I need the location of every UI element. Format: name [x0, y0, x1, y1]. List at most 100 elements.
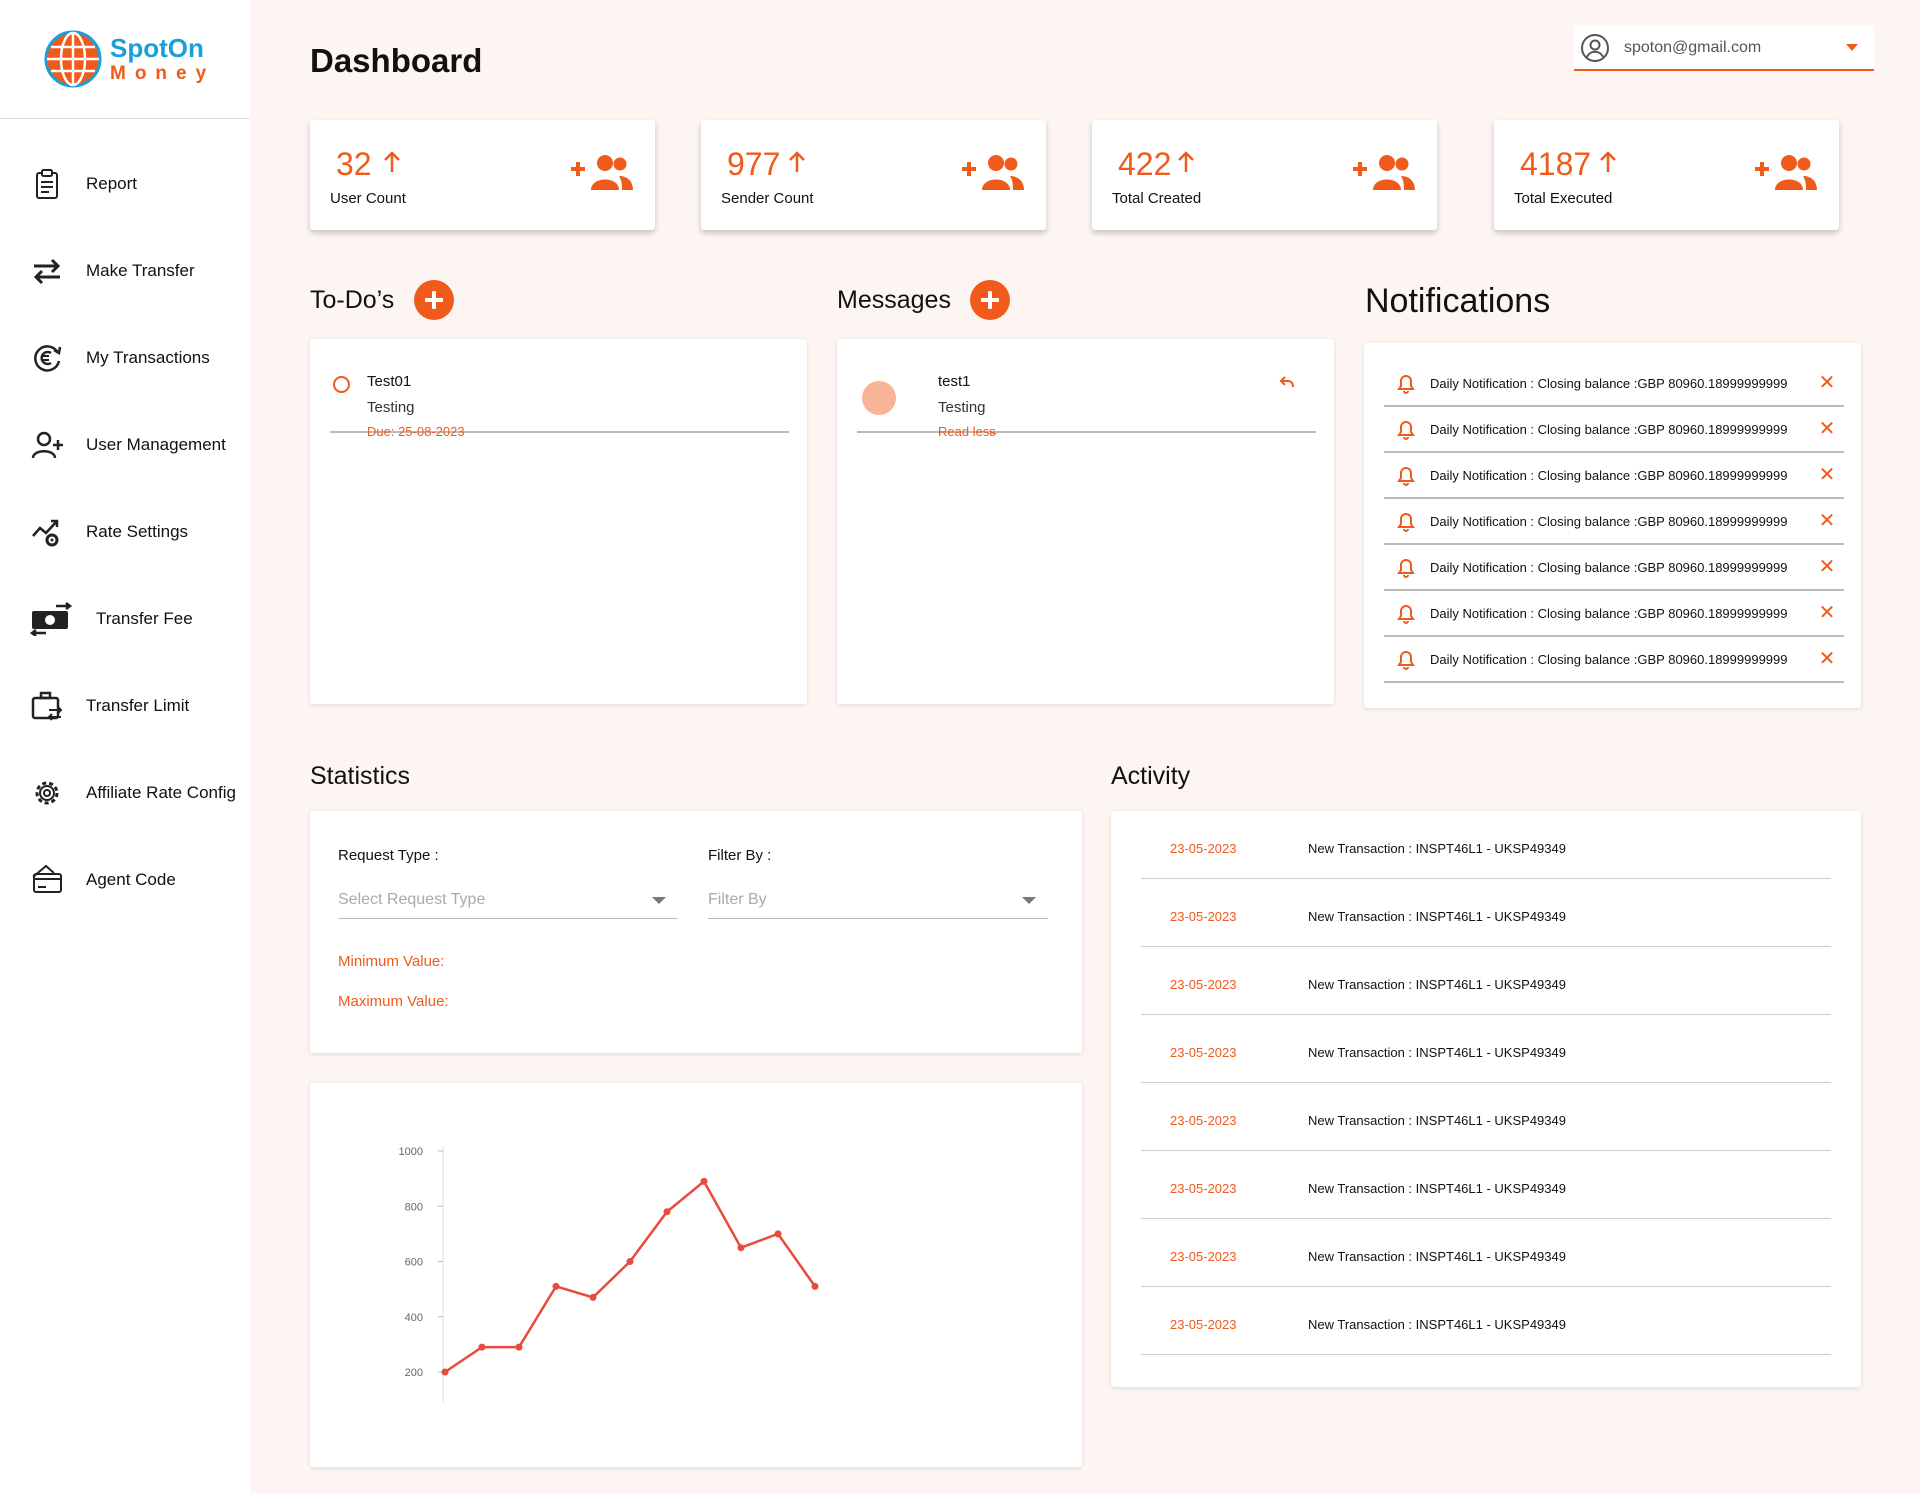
- y-tick-label: 1000: [399, 1146, 423, 1158]
- request-type-placeholder: Select Request Type: [338, 891, 486, 908]
- activity-text: New Transaction : INSPT46L1 - UKSP49349: [1308, 1181, 1566, 1196]
- sidebar-item-label: My Transactions: [86, 347, 210, 367]
- notification-text: Daily Notification : Closing balance :GB…: [1430, 513, 1788, 529]
- bell-icon: [1397, 375, 1415, 394]
- activity-panel: 23-05-2023 New Transaction : INSPT46L1 -…: [1111, 811, 1861, 1387]
- message-item[interactable]: test1 Testing Read less ←: [857, 369, 1316, 439]
- add-message-button[interactable]: [970, 280, 1010, 320]
- stat-label: User Count: [330, 190, 406, 207]
- activity-text: New Transaction : INSPT46L1 - UKSP49349: [1308, 977, 1566, 992]
- todo-checkbox[interactable]: [333, 376, 350, 393]
- notification-item: Daily Notification : Closing balance :GB…: [1384, 453, 1844, 499]
- activity-row: 23-05-2023 New Transaction : INSPT46L1 -…: [1141, 1083, 1831, 1151]
- add-users-icon: [571, 155, 633, 190]
- activity-text: New Transaction : INSPT46L1 - UKSP49349: [1308, 909, 1566, 924]
- request-type-select[interactable]: Select Request Type: [338, 877, 678, 919]
- read-less-link[interactable]: Read less: [938, 424, 996, 439]
- user-add-icon: [31, 431, 63, 458]
- notification-item: Daily Notification : Closing balance :GB…: [1384, 545, 1844, 591]
- sidebar-item-label: Report: [86, 173, 138, 193]
- sidebar-item-label: Transfer Limit: [86, 695, 190, 715]
- y-tick-label: 200: [405, 1367, 423, 1379]
- sidebar-item-affiliate-rate-config[interactable]: Affiliate Rate Config: [0, 749, 250, 836]
- close-icon[interactable]: ✕: [1818, 556, 1836, 578]
- sidebar-item-rate-settings[interactable]: Rate Settings: [0, 488, 250, 575]
- activity-date: 23-05-2023: [1170, 1249, 1237, 1264]
- activity-date: 23-05-2023: [1170, 1045, 1237, 1060]
- logo[interactable]: SpotOn Money: [0, 0, 250, 119]
- sidebar-item-my-transactions[interactable]: My Transactions: [0, 314, 250, 401]
- stat-card-user-count: 32 User Count: [310, 120, 655, 230]
- stat-value: 4187: [1520, 146, 1592, 182]
- close-icon[interactable]: ✕: [1818, 464, 1836, 486]
- notifications-title: Notifications: [1365, 282, 1551, 320]
- sidebar-item-label: Transfer Fee: [96, 608, 193, 628]
- stat-value: 32: [336, 146, 372, 182]
- sidebar-nav: Report Make Transfer My Transactions Use…: [0, 140, 250, 923]
- activity-date: 23-05-2023: [1170, 909, 1237, 924]
- arrow-up-icon: [789, 151, 805, 172]
- sidebar-item-agent-code[interactable]: Agent Code: [0, 836, 250, 923]
- transfer-arrows-icon: [33, 258, 61, 284]
- sidebar-item-user-management[interactable]: User Management: [0, 401, 250, 488]
- notification-text: Daily Notification : Closing balance :GB…: [1430, 651, 1788, 667]
- activity-title: Activity: [1111, 762, 1191, 790]
- money-exchange-icon: [30, 601, 73, 636]
- sidebar-item-make-transfer[interactable]: Make Transfer: [0, 227, 250, 314]
- sidebar-item-report[interactable]: Report: [0, 140, 250, 227]
- stat-label: Total Created: [1112, 190, 1202, 207]
- arrow-up-icon: [1600, 151, 1616, 172]
- notification-text: Daily Notification : Closing balance :GB…: [1430, 559, 1788, 575]
- arrow-up-icon: [384, 151, 400, 172]
- filter-by-label: Filter By :: [708, 847, 772, 864]
- data-point: [552, 1282, 560, 1290]
- stat-card-total-created: 422 Total Created: [1092, 120, 1437, 230]
- statistics-chart-panel: 200 400 600 800 1000: [310, 1083, 1082, 1467]
- stat-card-sender-count: 977 Sender Count: [701, 120, 1046, 230]
- close-icon[interactable]: ✕: [1818, 418, 1836, 440]
- filter-by-select[interactable]: Filter By: [708, 877, 1048, 919]
- activity-row: 23-05-2023 New Transaction : INSPT46L1 -…: [1141, 1151, 1831, 1219]
- close-icon[interactable]: ✕: [1818, 602, 1836, 624]
- activity-date: 23-05-2023: [1170, 841, 1237, 856]
- filter-by-placeholder: Filter By: [708, 891, 767, 908]
- activity-text: New Transaction : INSPT46L1 - UKSP49349: [1308, 1249, 1566, 1264]
- close-icon[interactable]: ✕: [1818, 648, 1836, 670]
- bell-icon: [1397, 605, 1415, 624]
- notification-item: Daily Notification : Closing balance :GB…: [1384, 361, 1844, 407]
- chevron-down-icon[interactable]: [1846, 44, 1858, 51]
- user-menu[interactable]: spoton@gmail.com: [1574, 26, 1874, 71]
- notifications-panel: Daily Notification : Closing balance :GB…: [1364, 343, 1861, 708]
- todo-item: Test01 Testing Due: 25-08-2023: [330, 369, 789, 439]
- activity-text: New Transaction : INSPT46L1 - UKSP49349: [1308, 1317, 1566, 1332]
- close-icon[interactable]: ✕: [1818, 510, 1836, 532]
- statistics-filter-panel: Request Type : Select Request Type Filte…: [310, 811, 1082, 1053]
- stat-card-total-executed: 4187 Total Executed: [1494, 120, 1839, 230]
- notification-item: Daily Notification : Closing balance :GB…: [1384, 591, 1844, 637]
- globe-logo-icon: [44, 30, 102, 88]
- sidebar-item-transfer-limit[interactable]: Transfer Limit: [0, 662, 250, 749]
- activity-date: 23-05-2023: [1170, 1317, 1237, 1332]
- chart-gear-icon: [32, 519, 59, 546]
- message-title: test1: [938, 373, 971, 390]
- data-point: [737, 1244, 745, 1252]
- sidebar: SpotOn Money Report Make Transfer My Tra…: [0, 0, 250, 1493]
- close-icon[interactable]: ✕: [1818, 372, 1836, 394]
- data-point: [441, 1368, 449, 1376]
- bell-icon: [1397, 467, 1415, 486]
- activity-text: New Transaction : INSPT46L1 - UKSP49349: [1308, 1113, 1566, 1128]
- reply-icon[interactable]: [1278, 373, 1296, 391]
- todo-due-date: Due: 25-08-2023: [367, 424, 465, 439]
- add-todo-button[interactable]: [414, 280, 454, 320]
- bell-icon: [1397, 421, 1415, 440]
- logo-name-bottom: Money: [110, 63, 216, 84]
- todo-subtitle: Testing: [367, 399, 415, 416]
- stat-value: 422: [1118, 146, 1172, 182]
- clipboard-icon: [36, 168, 58, 199]
- sidebar-item-transfer-fee[interactable]: Transfer Fee: [0, 575, 250, 662]
- user-email: spoton@gmail.com: [1624, 38, 1762, 56]
- data-point: [589, 1293, 597, 1301]
- notification-item: Daily Notification : Closing balance :GB…: [1384, 407, 1844, 453]
- activity-date: 23-05-2023: [1170, 1181, 1237, 1196]
- y-tick-label: 800: [405, 1201, 423, 1213]
